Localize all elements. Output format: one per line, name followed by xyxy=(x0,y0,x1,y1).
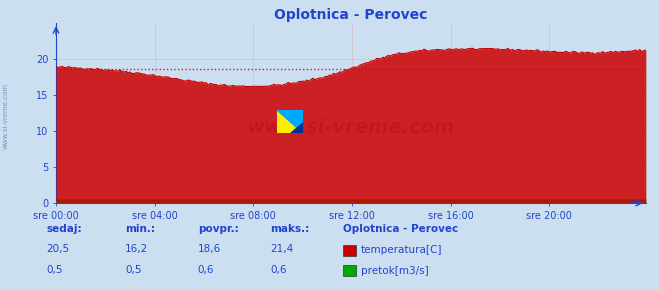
Text: sedaj:: sedaj: xyxy=(46,224,82,234)
Text: www.si-vreme.com: www.si-vreme.com xyxy=(2,83,9,149)
Polygon shape xyxy=(277,110,303,133)
Text: pretok[m3/s]: pretok[m3/s] xyxy=(361,266,429,275)
Polygon shape xyxy=(277,110,303,133)
Title: Oplotnica - Perovec: Oplotnica - Perovec xyxy=(274,8,428,22)
Text: 0,5: 0,5 xyxy=(125,264,142,275)
Text: maks.:: maks.: xyxy=(270,224,310,234)
Text: www.si-vreme.com: www.si-vreme.com xyxy=(246,118,455,137)
Text: 0,6: 0,6 xyxy=(198,264,214,275)
Text: 20,5: 20,5 xyxy=(46,244,69,254)
Text: temperatura[C]: temperatura[C] xyxy=(361,245,443,255)
Text: 0,5: 0,5 xyxy=(46,264,63,275)
Text: 18,6: 18,6 xyxy=(198,244,221,254)
Text: min.:: min.: xyxy=(125,224,156,234)
Text: 16,2: 16,2 xyxy=(125,244,148,254)
Text: povpr.:: povpr.: xyxy=(198,224,239,234)
Text: 21,4: 21,4 xyxy=(270,244,293,254)
Polygon shape xyxy=(290,122,303,133)
Text: 0,6: 0,6 xyxy=(270,264,287,275)
Text: Oplotnica - Perovec: Oplotnica - Perovec xyxy=(343,224,458,234)
